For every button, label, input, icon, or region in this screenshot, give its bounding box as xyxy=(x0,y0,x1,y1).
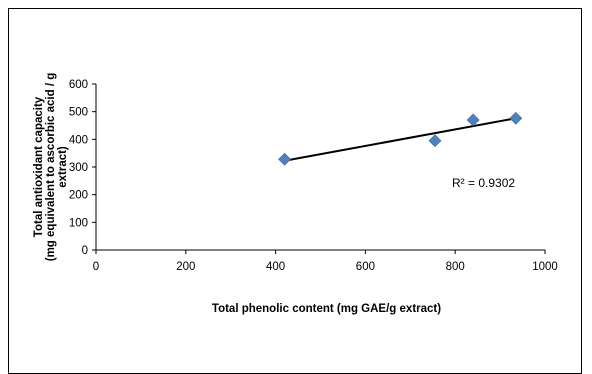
data-points xyxy=(278,111,523,166)
r-squared-annotation: R² = 0.9302 xyxy=(452,176,515,190)
y-tick-label: 100 xyxy=(69,217,88,229)
data-point-4 xyxy=(509,111,523,125)
y-tick-label: 200 xyxy=(69,190,88,202)
x-tick-label: 600 xyxy=(356,261,375,273)
y-tick-label: 600 xyxy=(69,79,88,91)
y-tick-label: 400 xyxy=(69,134,88,146)
x-axis-title: Total phenolic content (mg GAE/g extract… xyxy=(212,303,441,315)
trendline-group xyxy=(284,117,516,162)
y-axis-title-line: (mg equivalent to ascorbic acid / g xyxy=(45,73,57,262)
y-tick-label: 0 xyxy=(82,245,88,257)
x-tick-label: 1000 xyxy=(532,261,558,273)
data-point-3 xyxy=(466,113,480,127)
x-tick-label: 0 xyxy=(93,261,99,273)
y-tick-label: 500 xyxy=(69,107,88,119)
linear-trendline xyxy=(284,117,516,162)
y-axis-title-line: extract) xyxy=(57,146,69,188)
y-axis-title-line: Total antioxidant capacity xyxy=(33,96,45,237)
y-axis: 0 100 200 300 400 500 600 xyxy=(69,79,97,257)
y-axis-title: Total antioxidant capacity (mg equivalent… xyxy=(33,73,69,262)
data-point-1 xyxy=(278,152,292,166)
x-tick-label: 200 xyxy=(176,261,195,273)
x-tick-label: 800 xyxy=(446,261,465,273)
data-point-2 xyxy=(428,134,442,148)
x-tick-label: 400 xyxy=(266,261,285,273)
x-axis: 0 200 400 600 800 1000 xyxy=(93,249,558,273)
y-tick-label: 300 xyxy=(69,162,88,174)
